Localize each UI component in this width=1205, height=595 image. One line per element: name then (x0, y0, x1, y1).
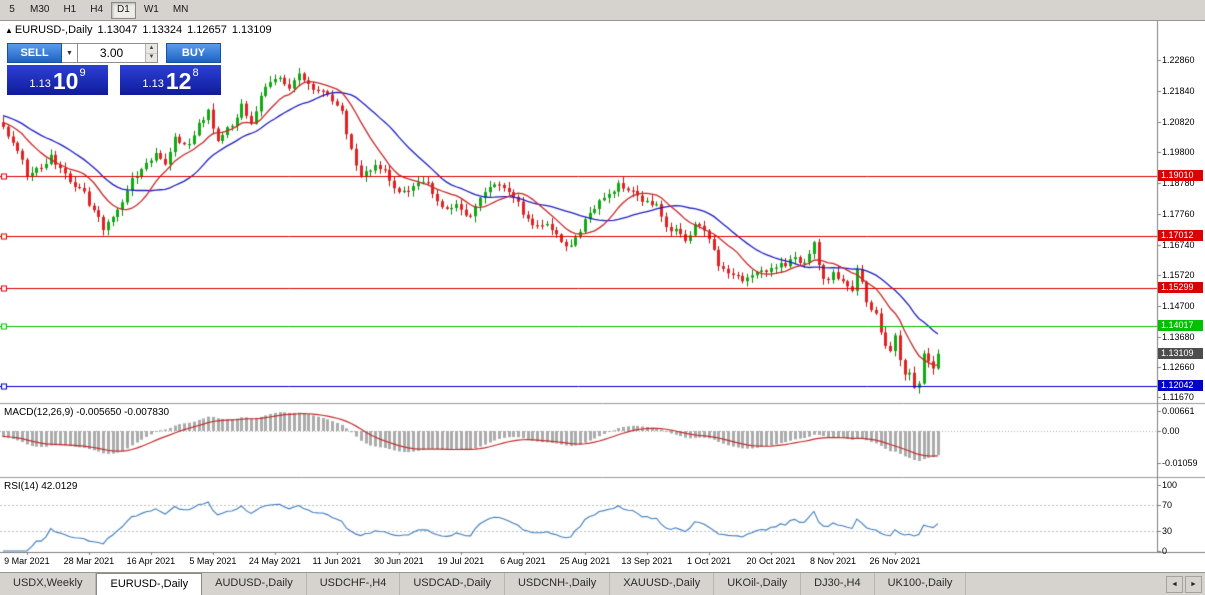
tab-eurusd-daily[interactable]: EURUSD-,Daily (96, 573, 203, 595)
buy-price-prefix: 1.13 (142, 78, 164, 90)
date-scale-label: 1 Oct 2021 (686, 556, 731, 566)
level-price-badge: 1.12042 (1158, 379, 1203, 391)
tab-xauusd-daily[interactable]: XAUUSD-,Daily (610, 573, 715, 595)
timeframe-button-m30[interactable]: M30 (24, 2, 55, 19)
price-scale-label: 1.13680 (1162, 331, 1195, 342)
date-scale-label: 20 Oct 2021 (746, 556, 796, 566)
sell-price-prefix: 1.13 (29, 78, 51, 90)
date-scale-label: 28 Mar 2021 (63, 556, 115, 566)
price-scale-label: 1.21840 (1162, 86, 1195, 96)
buy-price-display[interactable]: 1.13 12 8 (120, 65, 221, 95)
date-scale-label: 30 Jun 2021 (374, 556, 424, 566)
timeframe-button-mn[interactable]: MN (167, 2, 195, 19)
price-scale-label: 1.22860 (1162, 55, 1195, 66)
lot-spinner: ▲ ▼ (144, 44, 157, 62)
timeframe-button-h1[interactable]: H1 (57, 2, 82, 19)
date-scale-label: 9 Mar 2021 (4, 556, 50, 566)
ohlc-close: 1.13109 (231, 24, 272, 36)
tab-usdcad-daily[interactable]: USDCAD-,Daily (400, 573, 505, 595)
macd-scale-label: 0.00 (1162, 426, 1180, 436)
date-scale-label: 24 May 2021 (248, 556, 301, 566)
timeframe-button-w1[interactable]: W1 (138, 2, 165, 19)
macd-scale-label: -0.01059 (1162, 457, 1198, 468)
price-scale-label: 1.17760 (1162, 208, 1195, 219)
date-scale-label: 5 May 2021 (189, 556, 237, 566)
tab-usdcnh-daily[interactable]: USDCNH-,Daily (505, 573, 611, 595)
lot-increase-button[interactable]: ▲ (145, 44, 157, 54)
tab-usdchf-h4[interactable]: USDCHF-,H4 (307, 573, 401, 595)
price-scale-label: 1.18780 (1162, 178, 1195, 189)
price-scale-label: 1.11670 (1162, 392, 1194, 403)
date-scale-label: 11 Jun 2021 (312, 556, 362, 566)
date-scale-label: 25 Aug 2021 (559, 556, 611, 566)
level-price-badge: 1.17012 (1158, 230, 1203, 242)
sell-price-point: 9 (79, 67, 86, 79)
tab-dj30-h4[interactable]: DJ30-,H4 (801, 573, 875, 595)
timeframe-button-5[interactable]: 5 (2, 2, 22, 19)
level-price-badge: 1.14017 (1158, 320, 1203, 332)
chart-tab-bar: USDX,Weekly EURUSD-,Daily AUDUSD-,Daily USD… (0, 572, 1205, 595)
tabs-scroll-left-button[interactable]: ◄ (1166, 575, 1183, 593)
macd-scale-label: 0.00661 (1162, 406, 1195, 417)
arrow-left-icon: ◄ (1171, 580, 1178, 588)
lot-dropdown-button[interactable]: ▼ (62, 43, 78, 63)
tab-ukoil-daily[interactable]: UKOil-,Daily (714, 573, 802, 595)
lot-size-field: ▲ ▼ (78, 43, 158, 63)
buy-price-pips: 12 (165, 68, 192, 94)
chevron-down-icon: ▼ (66, 49, 73, 57)
date-scale-label: 6 Aug 2021 (500, 556, 546, 566)
sell-button[interactable]: SELL (7, 43, 62, 63)
time-scale[interactable]: 9 Mar 2021 28 Mar 2021 16 Apr 2021 5 May 20… (0, 554, 1205, 571)
date-scale-label: 16 Apr 2021 (126, 556, 176, 566)
tabs-scroll-right-button[interactable]: ► (1185, 575, 1202, 593)
price-scale-label: 1.20820 (1162, 116, 1195, 127)
tab-uk100-daily[interactable]: UK100-,Daily (875, 573, 967, 595)
tab-scroll-controls: ◄ ► (1164, 573, 1205, 595)
trade-prices-row: 1.13 10 9 1.13 12 8 (7, 65, 221, 95)
price-scale-label: 1.15720 (1162, 270, 1195, 281)
timeframe-button-d1[interactable]: D1 (111, 1, 136, 19)
one-click-trading-panel: SELL ▼ ▲ ▼ BUY 1.13 10 9 1.1 (7, 43, 221, 95)
timeframe-toolbar: 5 M30 H1 H4 D1 W1 MN (0, 0, 1205, 21)
price-scale-label: 1.19800 (1162, 147, 1195, 158)
price-scale-label: 1.12660 (1162, 362, 1195, 373)
arrow-right-icon: ► (1190, 580, 1197, 588)
buy-price-point: 8 (192, 67, 199, 79)
ohlc-high: 1.13324 (142, 24, 183, 36)
chart-tabs: USDX,Weekly EURUSD-,Daily AUDUSD-,Daily USD… (0, 573, 1164, 595)
chart-canvas[interactable] (0, 21, 1205, 572)
chart-title: ▲ EURUSD-,Daily 1.13047 1.13324 1.12657 1.131… (5, 24, 277, 36)
chart-window: ▲ EURUSD-,Daily 1.13047 1.13324 1.12657 1.131… (0, 21, 1205, 572)
rsi-scale-label: 100 (1162, 480, 1178, 490)
ohlc-open: 1.13047 (97, 24, 138, 36)
tab-audusd-daily[interactable]: AUDUSD-,Daily (202, 573, 307, 595)
chart-symbol-period: EURUSD-,Daily (14, 24, 93, 36)
collapse-triangle-icon[interactable]: ▲ (5, 26, 13, 35)
tab-usdx-weekly[interactable]: USDX,Weekly (0, 573, 97, 595)
sell-price-pips: 10 (52, 68, 79, 94)
date-scale-label: 8 Nov 2021 (809, 556, 856, 566)
buy-button[interactable]: BUY (166, 43, 221, 63)
date-scale-label: 19 Jul 2021 (437, 556, 485, 566)
lot-size-input[interactable] (78, 44, 145, 62)
rsi-scale-label: 30 (1162, 526, 1173, 537)
price-scale[interactable]: 1.22860 1.21840 1.20820 1.19800 1.18780 1.177… (1158, 21, 1205, 556)
price-scale-label: 1.16740 (1162, 239, 1195, 250)
ohlc-low: 1.12657 (187, 24, 227, 36)
date-scale-label: 13 Sep 2021 (621, 556, 673, 566)
rsi-scale-label: 0 (1162, 546, 1168, 556)
level-price-badge: 1.15299 (1158, 281, 1203, 293)
rsi-indicator-label: RSI(14) 42.0129 (4, 481, 78, 492)
macd-indicator-label: MACD(12,26,9) -0.005650 -0.007830 (4, 407, 170, 418)
price-scale-label: 1.14700 (1162, 300, 1195, 311)
lot-decrease-button[interactable]: ▼ (145, 53, 157, 62)
rsi-scale-label: 70 (1162, 499, 1173, 510)
sell-price-display[interactable]: 1.13 10 9 (7, 65, 108, 95)
current-price-badge: 1.13109 (1158, 347, 1203, 359)
date-scale-label: 26 Nov 2021 (869, 556, 921, 566)
timeframe-button-h4[interactable]: H4 (84, 2, 109, 19)
trade-buttons-row: SELL ▼ ▲ ▼ BUY (7, 43, 221, 63)
level-price-badge: 1.19010 (1158, 170, 1203, 182)
